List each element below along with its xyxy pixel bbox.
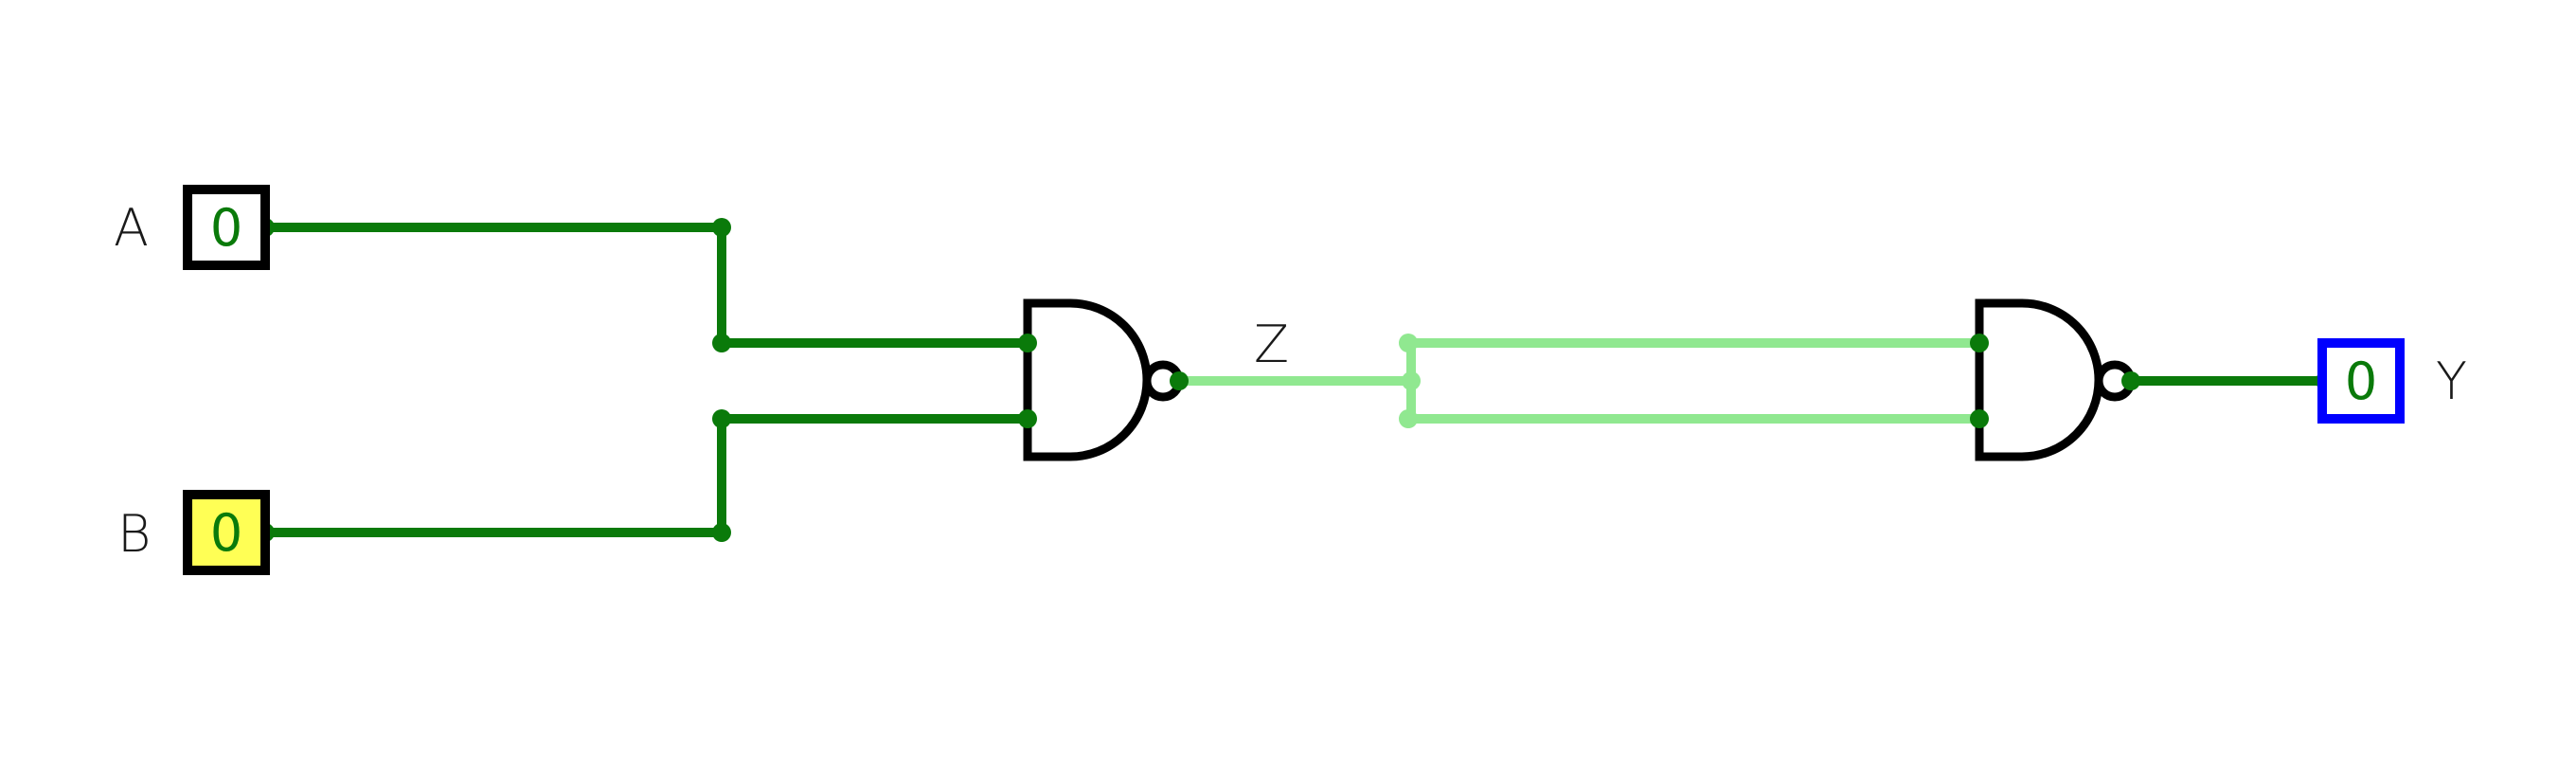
- node-gate1-out: [1170, 371, 1189, 390]
- wire-z-split-lower: [1406, 376, 1984, 424]
- input-b-box[interactable]: [183, 490, 270, 575]
- nand-gate-2[interactable]: [1975, 298, 2136, 461]
- node-gate2-out: [2121, 371, 2140, 390]
- input-a-label: A: [114, 198, 149, 258]
- input-b-value: 0: [210, 503, 242, 563]
- node-b-corner: [712, 523, 731, 542]
- node-a-bend: [712, 334, 731, 352]
- wire-z-split: [1406, 338, 1984, 386]
- wire-b: [260, 414, 1032, 537]
- input-pin-a[interactable]: A 0: [114, 185, 270, 270]
- input-pin-b[interactable]: B 0: [117, 490, 270, 575]
- nand-gate-2-body: [1975, 298, 2103, 461]
- wire-group-tunnel-z: [1174, 338, 1984, 424]
- output-y-value: 0: [2345, 352, 2377, 411]
- nand-gate-1-body: [1023, 298, 1152, 461]
- node-gate1-in1: [1018, 334, 1037, 352]
- node-b-bend: [712, 409, 731, 428]
- node-z-split: [1402, 371, 1421, 390]
- node-z-top: [1399, 334, 1418, 352]
- input-a-box[interactable]: [183, 185, 270, 270]
- wire-a: [260, 223, 1032, 348]
- input-a-value: 0: [210, 198, 242, 258]
- nand-gate-1[interactable]: [1023, 298, 1184, 461]
- tunnel-z-label: Z: [1254, 315, 1289, 374]
- node-gate1-in2: [1018, 409, 1037, 428]
- output-y-box[interactable]: [2317, 338, 2405, 424]
- wire-group-input-a: [260, 223, 1032, 348]
- output-pin-y[interactable]: 0 Y: [2317, 338, 2467, 424]
- input-b-label: B: [117, 504, 151, 564]
- node-a-corner: [712, 218, 731, 237]
- node-gate2-in1: [1970, 334, 1989, 352]
- node-gate2-in2: [1970, 409, 1989, 428]
- wire-group-input-b: [260, 414, 1032, 537]
- output-y-label: Y: [2436, 352, 2467, 411]
- node-z-bottom: [1399, 409, 1418, 428]
